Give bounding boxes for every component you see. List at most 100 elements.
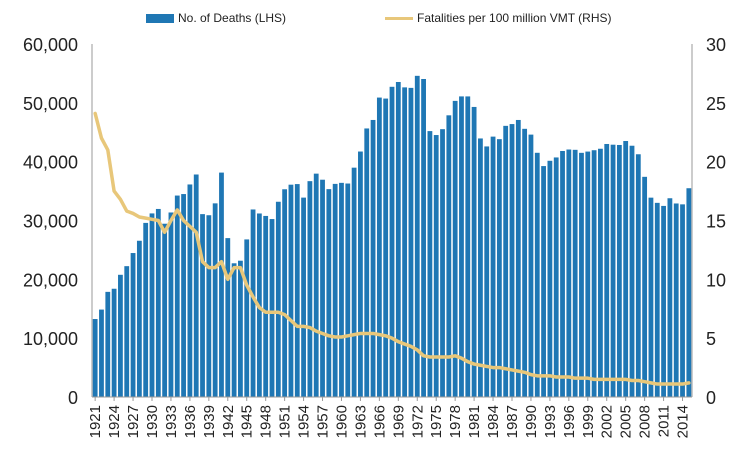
bar-deaths	[130, 253, 136, 397]
bar-deaths	[661, 205, 666, 397]
legend-item-deaths: No. of Deaths (LHS)	[146, 11, 286, 25]
y-left-tick-label: 10,000	[23, 329, 78, 349]
bar-deaths	[446, 115, 452, 398]
bar-deaths	[421, 78, 426, 397]
chart-legend: No. of Deaths (LHS) Fatalities per 100 m…	[0, 8, 756, 28]
x-tick-label: 1987	[504, 405, 521, 438]
bar-deaths	[143, 222, 149, 397]
x-tick-label: 1954	[296, 405, 313, 438]
y-right-tick-label: 0	[706, 388, 716, 408]
bar-deaths	[503, 125, 509, 397]
bar-deaths	[402, 87, 408, 398]
bar-deaths	[465, 96, 471, 398]
x-tick-label: 2014	[675, 405, 692, 438]
y-right-tick-label: 20	[706, 153, 726, 173]
bar-deaths	[591, 150, 597, 397]
bar-deaths	[263, 215, 269, 397]
bar-deaths	[168, 212, 174, 397]
bar-deaths	[345, 183, 351, 397]
bar-deaths	[680, 204, 685, 397]
y-right-tick-label: 25	[706, 94, 726, 114]
y-left-tick-label: 0	[68, 388, 78, 408]
bar-deaths	[320, 179, 325, 397]
legend-label-deaths: No. of Deaths (LHS)	[178, 11, 287, 25]
bar-deaths	[522, 128, 528, 397]
bar-deaths	[339, 182, 344, 397]
bar-deaths	[376, 97, 382, 397]
bar-deaths	[433, 135, 439, 397]
bar-deaths	[358, 151, 363, 397]
bar-deaths	[269, 219, 275, 397]
bar-deaths	[648, 197, 654, 397]
x-tick-label: 1969	[390, 405, 407, 438]
bar-deaths	[642, 176, 648, 397]
bar-deaths	[326, 189, 332, 397]
legend-swatch-bars	[146, 14, 174, 24]
bar-deaths	[440, 129, 445, 397]
x-tick-label: 2005	[618, 405, 635, 438]
bar-deaths	[478, 138, 483, 397]
x-tick-label: 1978	[447, 405, 464, 438]
bar-deaths	[136, 240, 142, 397]
bar-deaths	[301, 197, 306, 397]
bar-deaths	[111, 288, 117, 397]
bar-deaths	[496, 139, 502, 398]
bar-deaths	[174, 195, 180, 397]
bar-deaths	[364, 128, 370, 397]
bar-deaths	[206, 215, 212, 397]
bar-deaths	[414, 75, 420, 397]
bar-deaths	[395, 81, 401, 398]
x-tick-label: 1981	[466, 405, 483, 438]
bar-deaths	[307, 181, 313, 397]
bar-deaths	[598, 148, 603, 397]
bar-deaths	[231, 263, 237, 397]
bar-deaths	[673, 203, 679, 397]
x-tick-label: 1930	[144, 405, 161, 438]
bar-deaths	[383, 98, 389, 398]
x-tick-label: 1936	[182, 405, 199, 438]
bar-deaths	[604, 143, 610, 397]
bar-deaths	[528, 134, 534, 397]
x-tick-label: 1999	[580, 405, 597, 438]
x-tick-label: 1963	[352, 405, 369, 438]
bar-deaths	[238, 260, 243, 397]
x-tick-label: 1948	[258, 405, 275, 438]
x-tick-label: 1975	[428, 405, 445, 438]
bar-deaths	[193, 174, 199, 397]
x-tick-label: 1921	[87, 405, 104, 438]
y-right-tick-label: 10	[706, 270, 726, 290]
bar-deaths	[149, 213, 155, 397]
bar-deaths	[427, 131, 433, 397]
bar-deaths	[459, 96, 464, 398]
bar-deaths	[509, 124, 515, 397]
bar-deaths	[547, 160, 553, 397]
legend-swatch-line	[385, 17, 413, 21]
bar-deaths	[635, 154, 641, 397]
bar-deaths	[99, 309, 104, 397]
bar-deaths	[515, 119, 521, 397]
y-right-tick-label: 5	[706, 329, 716, 349]
bar-deaths	[124, 266, 130, 397]
x-tick-label: 1933	[163, 405, 180, 438]
y-left-tick-label: 30,000	[23, 212, 78, 232]
y-right-tick-label: 15	[706, 212, 726, 232]
x-tick-label: 1942	[220, 405, 237, 438]
x-tick-label: 1996	[561, 405, 578, 438]
y-right-tick-label: 30	[706, 35, 726, 55]
bar-deaths	[667, 198, 673, 397]
x-tick-label: 1993	[542, 405, 559, 438]
x-tick-label: 2002	[599, 405, 616, 438]
bar-deaths	[219, 172, 224, 397]
bar-deaths	[623, 141, 629, 397]
y-left-tick-label: 40,000	[23, 153, 78, 173]
bar-deaths	[408, 87, 414, 397]
bar-deaths	[579, 152, 584, 397]
bar-deaths	[155, 208, 161, 397]
bar-deaths	[282, 189, 288, 397]
bar-deaths	[585, 151, 591, 397]
x-tick-label: 1990	[523, 405, 540, 438]
x-tick-label: 1939	[201, 405, 218, 438]
bar-deaths	[250, 209, 256, 397]
y-left-tick-label: 60,000	[23, 35, 78, 55]
